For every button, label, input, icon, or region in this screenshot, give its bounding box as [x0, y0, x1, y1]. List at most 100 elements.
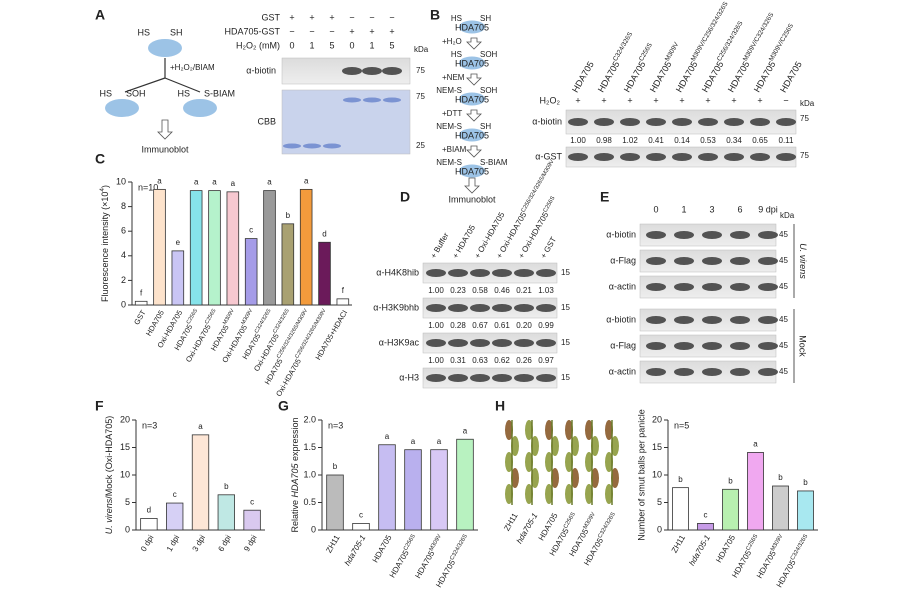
reagent: +H₂O₂/BIAM [170, 63, 215, 72]
quantification: 0.46 [494, 286, 510, 295]
lane-label: + GST [539, 235, 559, 260]
protein-blob [459, 20, 485, 34]
panicle [525, 420, 533, 440]
text-part: /Mock (Oxi-HDA705) [104, 416, 114, 499]
band [343, 97, 361, 103]
cell: + [705, 95, 710, 105]
bar [140, 518, 158, 531]
arrow [157, 119, 173, 140]
band [646, 257, 666, 265]
band [382, 67, 402, 75]
cell: + [627, 95, 632, 105]
x-tick-label: 1 dpi [165, 533, 182, 553]
panicle [565, 452, 573, 472]
group-label: Mock [798, 335, 808, 357]
arrow [466, 109, 482, 122]
band [448, 304, 468, 312]
panicle [605, 420, 613, 440]
superscript: M309V [428, 533, 442, 552]
band [594, 118, 614, 126]
quantification: 1.00 [428, 321, 444, 330]
y-tick-label: 0 [311, 524, 316, 534]
band [674, 342, 694, 350]
italic-part: U. virens [104, 498, 114, 534]
panicle [585, 452, 593, 472]
text-part: HDA705 [582, 536, 605, 567]
band [536, 374, 556, 382]
cell: 0 [349, 40, 354, 50]
marker: 75 [800, 151, 809, 160]
significance-letter: b [286, 211, 291, 220]
italic-part: U. virens [798, 243, 808, 279]
bar [672, 487, 689, 531]
quantification: 0.65 [752, 136, 768, 145]
panel-label: B [430, 7, 440, 23]
band [470, 339, 490, 347]
panicle [531, 436, 539, 456]
y-tick-label: 10 [120, 469, 130, 479]
bar [166, 502, 184, 531]
blot-label: α-biotin [246, 65, 276, 75]
time-label: 6 [737, 204, 742, 214]
band [303, 143, 321, 149]
cell: + [679, 95, 684, 105]
blot-label: α-H3K9bhb [373, 302, 419, 312]
thiol: HS [99, 88, 112, 98]
quantification: 0.28 [450, 321, 466, 330]
text-part: HDA705 [730, 548, 753, 579]
significance-letter: b [224, 482, 229, 491]
band [492, 269, 512, 277]
band [536, 339, 556, 347]
bar [797, 490, 814, 531]
blob-label: HDA705 [455, 22, 489, 32]
blot-label: α-Flag [610, 255, 636, 265]
panicle [531, 468, 539, 488]
band [362, 67, 382, 75]
arrow [466, 37, 482, 50]
superscript: M309V [582, 511, 596, 530]
marker: 45 [779, 282, 788, 291]
panicle [525, 452, 533, 472]
y-tick-label: 4 [121, 250, 126, 260]
blot-label: α-actin [609, 281, 636, 291]
panel-label: E [600, 189, 609, 205]
text-part: HDA705 [622, 60, 648, 94]
marker: 45 [779, 367, 788, 376]
kda: kDa [780, 211, 795, 220]
quantification: 0.53 [700, 136, 716, 145]
band [674, 231, 694, 239]
blob-label: HDA705 [455, 166, 489, 176]
superscript: C256S [562, 511, 576, 529]
cell: − [783, 95, 788, 105]
y-tick-label: 15 [652, 442, 662, 452]
panicle [545, 420, 553, 440]
panicle [611, 436, 619, 456]
blob-label: HDA705 [455, 94, 489, 104]
significance-letter: a [437, 437, 442, 446]
bar [244, 238, 258, 306]
quantification: 0.34 [726, 136, 742, 145]
x-tick-label: 0 dpi [139, 533, 156, 553]
band [383, 97, 401, 103]
thiol: NEM-S [436, 158, 462, 167]
superscript: M309V [664, 41, 681, 63]
thiol: HS [451, 50, 462, 59]
band [730, 368, 750, 376]
marker: 15 [561, 303, 570, 312]
reagent: +DTT [442, 109, 462, 118]
superscript: M309V [770, 533, 784, 552]
blot-label: α-H3 [399, 372, 419, 382]
band [536, 304, 556, 312]
panicle [525, 484, 533, 504]
text-part: HDA705 [414, 549, 437, 580]
cell: − [349, 12, 354, 22]
band [758, 231, 778, 239]
y-tick-label: 0.5 [303, 497, 316, 507]
cell: − [309, 26, 314, 36]
text-part: HDA705 [700, 60, 726, 94]
superscript: C324/326S [273, 308, 292, 335]
blot-label: α-H3K9ac [379, 337, 420, 347]
quantification: 0.97 [538, 356, 554, 365]
y-tick-label: 20 [652, 414, 662, 424]
x-tick-label: 9 dpi [242, 533, 259, 553]
